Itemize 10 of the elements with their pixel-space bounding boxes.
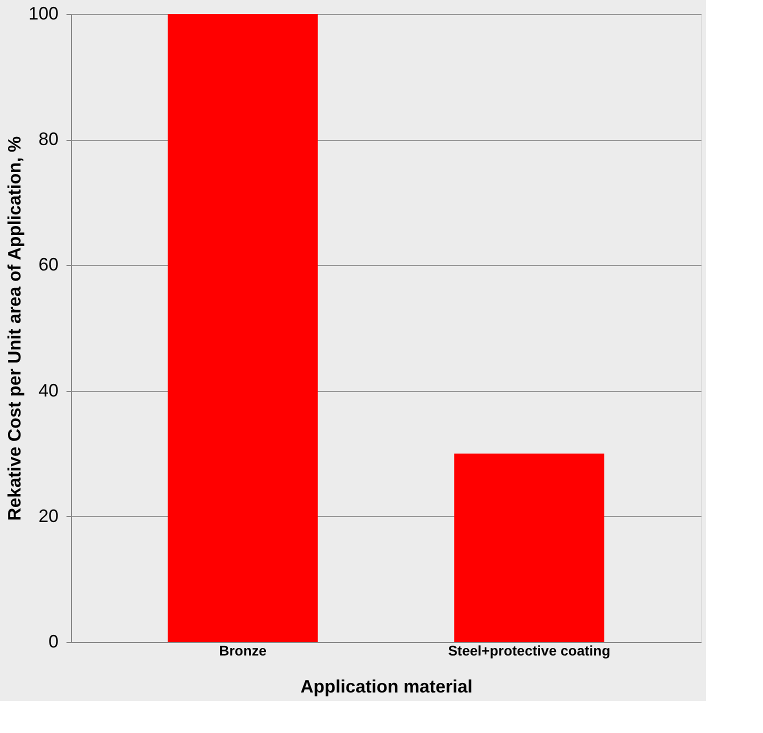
x-tick-label: Steel+protective coating (448, 642, 610, 658)
y-tick-label: 100 (28, 4, 58, 24)
y-tick-label: 20 (38, 506, 58, 526)
y-tick-label: 0 (48, 632, 58, 652)
y-tick-label: 80 (38, 129, 58, 150)
y-tick-label: 40 (38, 380, 58, 400)
y-tick-label: 60 (38, 254, 58, 275)
x-tick-label: Bronze (219, 642, 267, 658)
y-axis-title: Rekative Cost per Unit area of Application, % (4, 136, 24, 521)
x-axis-title: Application material (300, 676, 473, 696)
